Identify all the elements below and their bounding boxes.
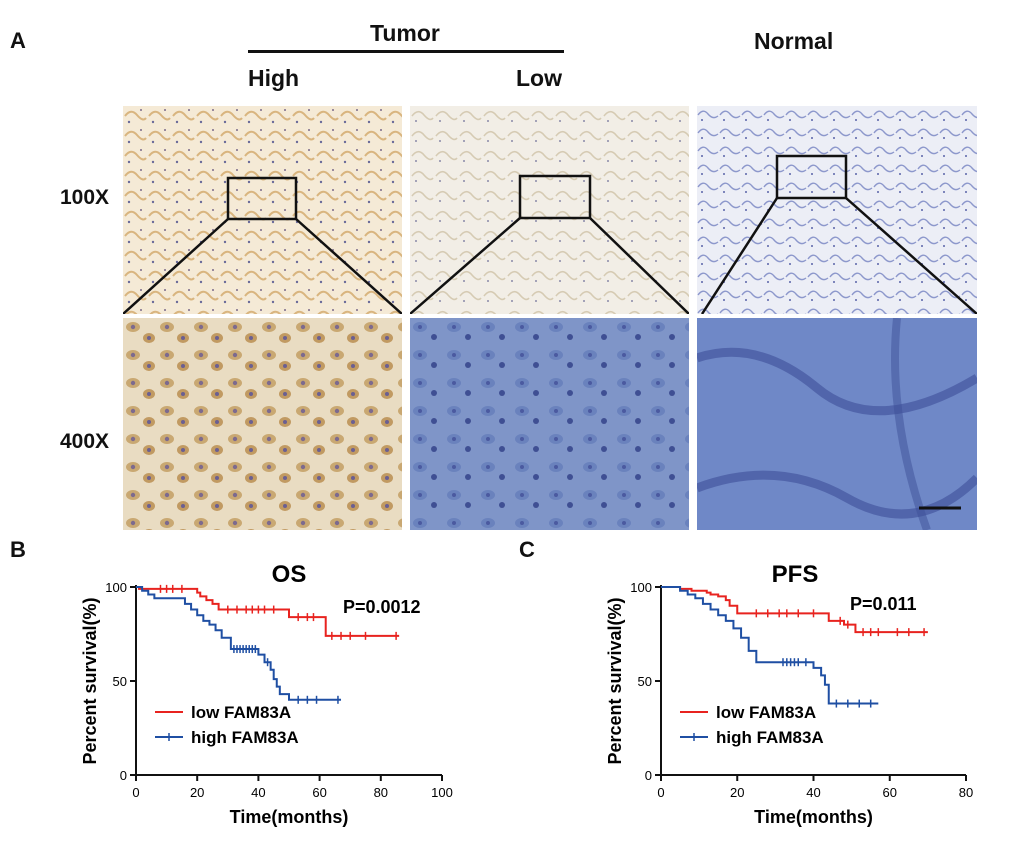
x-tick-label: 40	[806, 785, 820, 800]
x-tick-label: 20	[190, 785, 204, 800]
tumor-bracket-line	[248, 50, 564, 53]
survival-curve-high	[136, 586, 342, 701]
chart-title: PFS	[772, 561, 819, 588]
panel-label-c: C	[519, 537, 535, 562]
survival-curve-low	[661, 586, 928, 634]
tumor-header: Tumor	[370, 20, 440, 46]
chart-title: OS	[272, 561, 307, 588]
x-tick-label: 80	[959, 785, 973, 800]
y-axis-label: Percent survival(%)	[80, 597, 100, 764]
x-tick-label: 0	[657, 785, 664, 800]
panel-label-b: B	[10, 537, 26, 562]
x-tick-label: 80	[374, 785, 388, 800]
y-tick-label: 100	[630, 580, 652, 595]
x-tick-label: 20	[730, 785, 744, 800]
x-tick-label: 40	[251, 785, 265, 800]
x-axis-label: Time(months)	[230, 807, 349, 827]
y-tick-label: 0	[645, 768, 652, 783]
legend-label: high FAM83A	[191, 728, 299, 747]
x-tick-label: 60	[312, 785, 326, 800]
survival-curve-low	[136, 586, 400, 637]
x-tick-label: 60	[883, 785, 897, 800]
y-tick-label: 50	[638, 674, 652, 689]
low-column-label: Low	[516, 65, 562, 91]
normal-header: Normal	[754, 28, 834, 54]
micrograph-tumor-high-100x	[123, 106, 402, 314]
high-column-label: High	[248, 65, 300, 91]
y-tick-label: 50	[113, 674, 127, 689]
panel-label-a: A	[10, 28, 26, 53]
chart-os: 0 20 40 60 80 100 0 50 100 Time(months) Percent su…	[80, 561, 453, 827]
row-label-400x: 400X	[60, 430, 110, 453]
legend-label: low FAM83A	[716, 703, 816, 722]
y-tick-label: 0	[120, 768, 127, 783]
micrograph-tumor-high-400x	[123, 318, 402, 530]
legend-label: high FAM83A	[716, 728, 824, 747]
y-tick-label: 100	[105, 580, 127, 595]
y-axis-label: Percent survival(%)	[605, 597, 625, 764]
x-tick-label: 0	[132, 785, 139, 800]
x-tick-label: 100	[431, 785, 453, 800]
chart-pfs: 0 20 40 60 80 0 50 100 Time(months) Percent survi…	[605, 561, 973, 827]
x-axis-label: Time(months)	[754, 807, 873, 827]
p-value-annotation: P=0.0012	[343, 597, 421, 617]
row-label-100x: 100X	[60, 186, 110, 209]
micrograph-normal-100x	[697, 106, 977, 314]
micrograph-tumor-low-400x	[410, 318, 689, 530]
legend-label: low FAM83A	[191, 703, 291, 722]
micrograph-normal-400x	[697, 318, 977, 530]
survival-curve-high	[661, 586, 879, 705]
survival-charts: 0 20 40 60 80 100 0 50 100 Time(months) Percent su…	[80, 561, 973, 827]
p-value-annotation: P=0.011	[850, 594, 917, 614]
micrograph-tumor-low-100x	[410, 106, 689, 314]
